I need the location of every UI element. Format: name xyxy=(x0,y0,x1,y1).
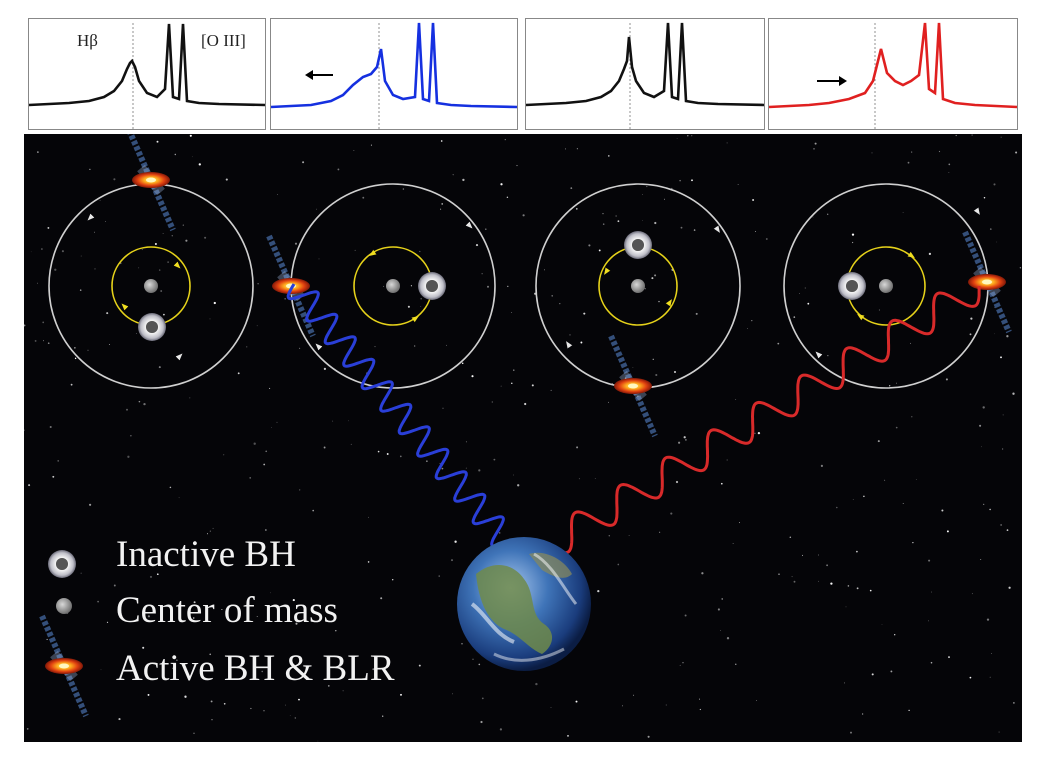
spectrum-plot-1 xyxy=(29,23,265,129)
legend: Inactive BH Center of mass Active BH & B… xyxy=(42,534,395,716)
orbit-system-3 xyxy=(535,183,741,436)
star-field xyxy=(24,134,1022,742)
legend-inactive-bh-icon xyxy=(48,550,76,578)
legend-inactive-bh-label: Inactive BH xyxy=(116,534,296,575)
center-of-mass-icon xyxy=(631,279,645,293)
spectrum-plot-3 xyxy=(526,22,764,129)
center-of-mass-icon xyxy=(386,279,400,293)
orbit-system-2 xyxy=(269,183,496,389)
legend-center-of-mass-label: Center of mass xyxy=(116,590,338,631)
spectrum-line-2 xyxy=(271,22,517,109)
legend-active-bh-label: Active BH & BLR xyxy=(116,648,395,689)
blueshift-light-wave xyxy=(286,283,524,555)
inactive-bh-icon xyxy=(418,272,446,300)
oiii-label: [O III] xyxy=(201,31,246,50)
earth-icon xyxy=(457,537,591,671)
spectrum-panel-2 xyxy=(270,18,518,130)
center-of-mass-icon xyxy=(879,279,893,293)
redshift-light-wave xyxy=(548,285,981,555)
active-bh-icon xyxy=(965,232,1009,332)
center-of-mass-icon xyxy=(144,279,158,293)
inactive-bh-icon xyxy=(838,272,866,300)
legend-center-of-mass-icon xyxy=(56,598,72,614)
spectrum-panel-4 xyxy=(768,18,1018,130)
spectrum-line-1 xyxy=(29,23,265,107)
space-scene: Inactive BH Center of mass Active BH & B… xyxy=(24,134,1022,742)
spectrum-panel-1: Hβ [O III] xyxy=(28,18,266,130)
hbeta-label: Hβ xyxy=(77,31,98,50)
spectrum-plot-4 xyxy=(769,22,1017,129)
binary-orbit-diagram: Inactive BH Center of mass Active BH & B… xyxy=(24,134,1022,742)
orbit-system-4 xyxy=(783,183,1009,389)
active-bh-icon xyxy=(611,336,655,436)
orbit-system-1 xyxy=(48,134,254,389)
spectrum-plot-2 xyxy=(271,22,517,129)
spectrum-line-3 xyxy=(526,22,764,107)
spectrum-line-4 xyxy=(769,22,1017,109)
inactive-bh-icon xyxy=(624,231,652,259)
spectrum-panel-3 xyxy=(525,18,765,130)
legend-active-bh-icon xyxy=(42,616,86,716)
active-bh-icon xyxy=(129,134,173,230)
inactive-bh-icon xyxy=(138,313,166,341)
